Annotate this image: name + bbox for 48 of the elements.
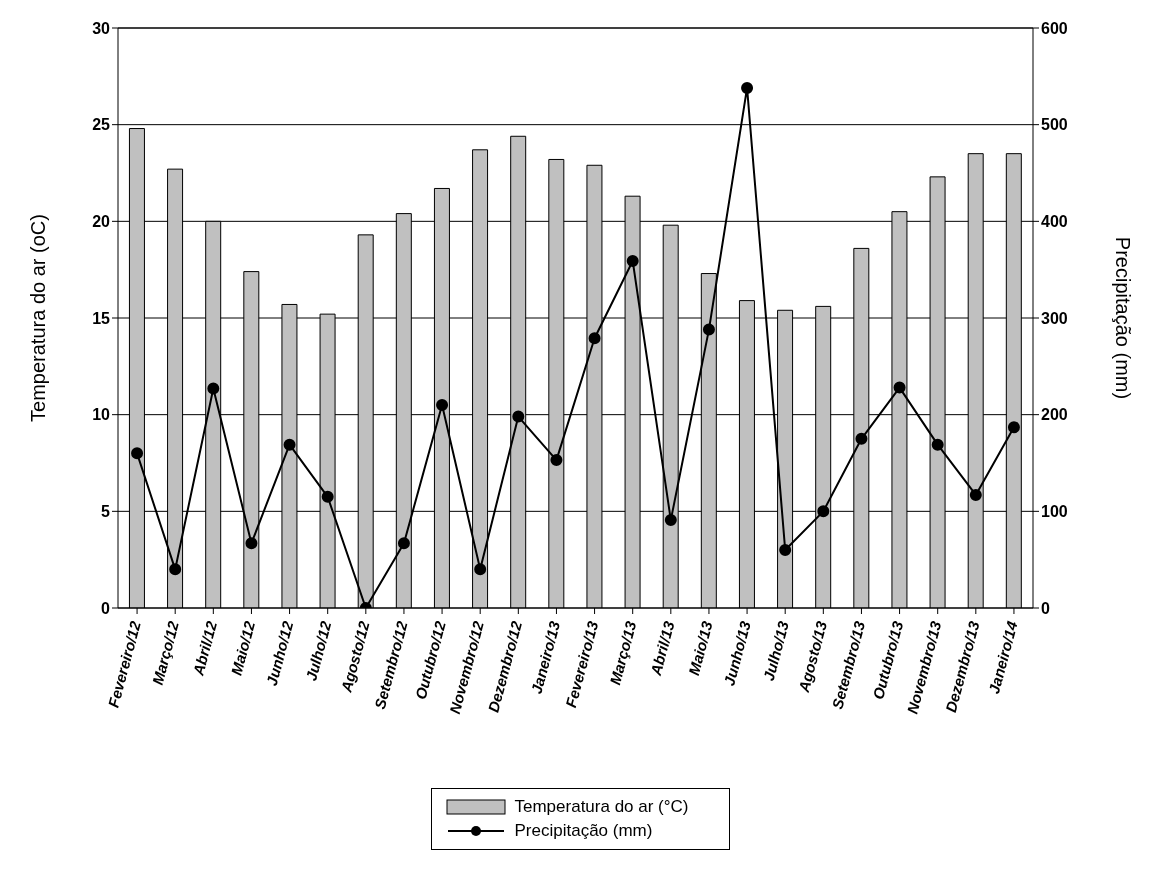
point [817,505,830,518]
y2-tick-label: 300 [1041,309,1068,327]
point [741,81,754,94]
point [169,563,182,576]
x-tick-label: Julho/13 [759,618,793,683]
y2-tick-label: 500 [1041,116,1068,134]
point [321,490,334,503]
y2-tick-label: 100 [1041,503,1068,521]
point [969,488,982,501]
point [283,438,296,451]
point [436,399,449,411]
x-tick-label: Abril/12 [189,618,221,678]
point [664,514,677,527]
point [397,537,410,550]
x-tick-label: Maio/12 [227,618,259,677]
point [1007,421,1020,434]
y2-tick-label: 400 [1041,213,1068,231]
legend-label: Precipitação (mm) [514,821,653,841]
x-tick-label: Julho/12 [302,618,335,683]
x-tick-label: Maio/13 [685,618,716,677]
y-tick-label: 25 [92,116,111,134]
point [893,381,906,394]
point [550,454,563,467]
point [207,382,220,395]
legend-label: Temperatura do ar (°C) [514,797,689,817]
point [779,544,792,556]
y-tick-label: 0 [101,599,111,617]
point [855,432,868,445]
point [702,323,715,336]
x-tick-label: Abril/13 [646,618,678,678]
y2-axis-title: Precipitação (mm) [1111,236,1134,400]
y2-tick-label: 0 [1041,599,1050,617]
point [931,438,944,451]
point [245,537,258,550]
point [131,447,144,460]
point [626,254,639,267]
point [588,332,601,345]
y-axis-title: Temperatura do ar (oC) [27,214,50,422]
y-tick-label: 20 [92,213,111,231]
y2-tick-label: 200 [1041,406,1068,424]
y-tick-label: 15 [92,309,111,327]
y-tick-label: 5 [101,503,111,521]
point [474,563,487,576]
x-tick-label: Junho/13 [720,618,754,688]
y-tick-label: 10 [92,406,111,424]
y2-tick-label: 600 [1041,19,1068,37]
y-tick-label: 30 [92,19,111,37]
point [512,410,525,423]
